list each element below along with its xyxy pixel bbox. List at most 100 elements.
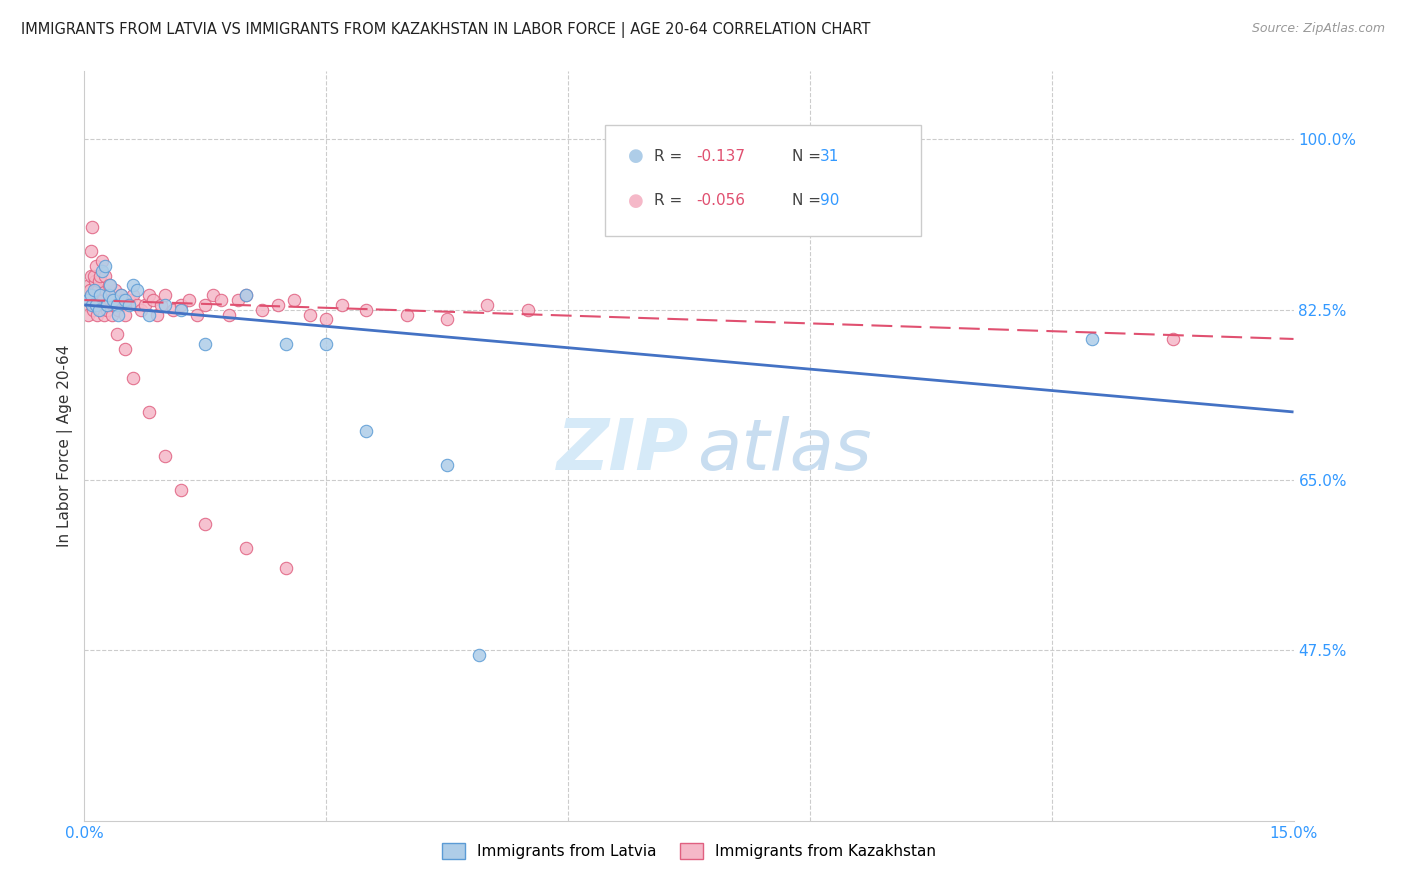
Point: [1081, 332, 1104, 346]
Point: [138, 288, 160, 302]
Point: [93, 259, 115, 273]
Point: [76, 288, 98, 302]
Point: [330, 298, 353, 312]
Point: [77, 278, 100, 293]
Point: [315, 336, 337, 351]
Point: [516, 302, 538, 317]
Point: [436, 312, 458, 326]
Point: [235, 288, 257, 302]
Point: [103, 298, 125, 312]
Point: [179, 293, 201, 307]
Point: [97, 288, 120, 302]
Point: [114, 308, 136, 322]
Point: [83, 268, 105, 283]
Point: [170, 298, 193, 312]
Point: [209, 293, 232, 307]
Point: [170, 302, 193, 317]
Point: [134, 298, 156, 312]
Point: [84, 283, 107, 297]
Point: [114, 342, 136, 356]
Point: [142, 293, 165, 307]
Point: [194, 336, 217, 351]
Point: [125, 298, 148, 312]
Point: [82, 220, 104, 235]
Point: [194, 298, 217, 312]
Point: [118, 293, 141, 307]
Point: [356, 302, 378, 317]
Point: [125, 283, 148, 297]
Point: [110, 288, 132, 302]
Point: [108, 298, 131, 312]
Point: [356, 425, 378, 439]
Point: [170, 483, 193, 497]
Y-axis label: In Labor Force | Age 20-64: In Labor Force | Age 20-64: [58, 345, 73, 547]
Point: [91, 288, 114, 302]
Point: [87, 293, 110, 307]
Point: [91, 264, 114, 278]
Point: [202, 288, 225, 302]
Point: [395, 308, 418, 322]
Text: ●: ●: [628, 147, 644, 165]
Point: [82, 298, 104, 312]
Point: [97, 298, 120, 312]
Point: [86, 259, 108, 273]
Point: [93, 268, 115, 283]
Point: [80, 298, 103, 312]
Point: [105, 327, 128, 342]
Point: [101, 293, 124, 307]
Point: [80, 288, 103, 302]
Point: [86, 308, 108, 322]
Point: [93, 308, 115, 322]
Point: [114, 293, 136, 307]
Point: [101, 293, 124, 307]
Point: [235, 541, 257, 556]
Point: [226, 293, 249, 307]
Point: [274, 336, 297, 351]
Point: [83, 283, 105, 297]
Point: [89, 288, 111, 302]
Point: [110, 288, 132, 302]
Text: N =: N =: [792, 194, 825, 208]
Point: [89, 298, 111, 312]
Point: [87, 302, 110, 317]
Point: [96, 302, 118, 317]
Point: [162, 302, 184, 317]
Point: [96, 298, 118, 312]
Point: [91, 254, 114, 268]
Point: [87, 283, 110, 297]
Point: [97, 278, 120, 293]
Point: [104, 283, 127, 297]
Text: atlas: atlas: [697, 417, 872, 485]
Point: [267, 298, 290, 312]
Point: [283, 293, 305, 307]
Text: R =: R =: [654, 194, 688, 208]
Legend: Immigrants from Latvia, Immigrants from Kazakhstan: Immigrants from Latvia, Immigrants from …: [436, 838, 942, 865]
Point: [1161, 332, 1184, 346]
Point: [89, 268, 111, 283]
Point: [153, 449, 176, 463]
Point: [194, 516, 217, 531]
Point: [274, 560, 297, 574]
Point: [94, 283, 117, 297]
Point: [75, 298, 97, 312]
Point: [86, 298, 108, 312]
Point: [146, 308, 169, 322]
Point: [98, 293, 121, 307]
Point: [250, 302, 273, 317]
Text: 31: 31: [820, 149, 839, 163]
Point: [82, 288, 104, 302]
Point: [89, 288, 111, 302]
Point: [91, 293, 114, 307]
Point: [80, 268, 103, 283]
Point: [235, 288, 257, 302]
Point: [105, 298, 128, 312]
Point: [112, 293, 135, 307]
Point: [153, 298, 176, 312]
Text: Source: ZipAtlas.com: Source: ZipAtlas.com: [1251, 22, 1385, 36]
Text: R =: R =: [654, 149, 688, 163]
Point: [149, 298, 172, 312]
Point: [83, 274, 105, 288]
Point: [82, 302, 104, 317]
Point: [436, 458, 458, 473]
Point: [97, 288, 120, 302]
